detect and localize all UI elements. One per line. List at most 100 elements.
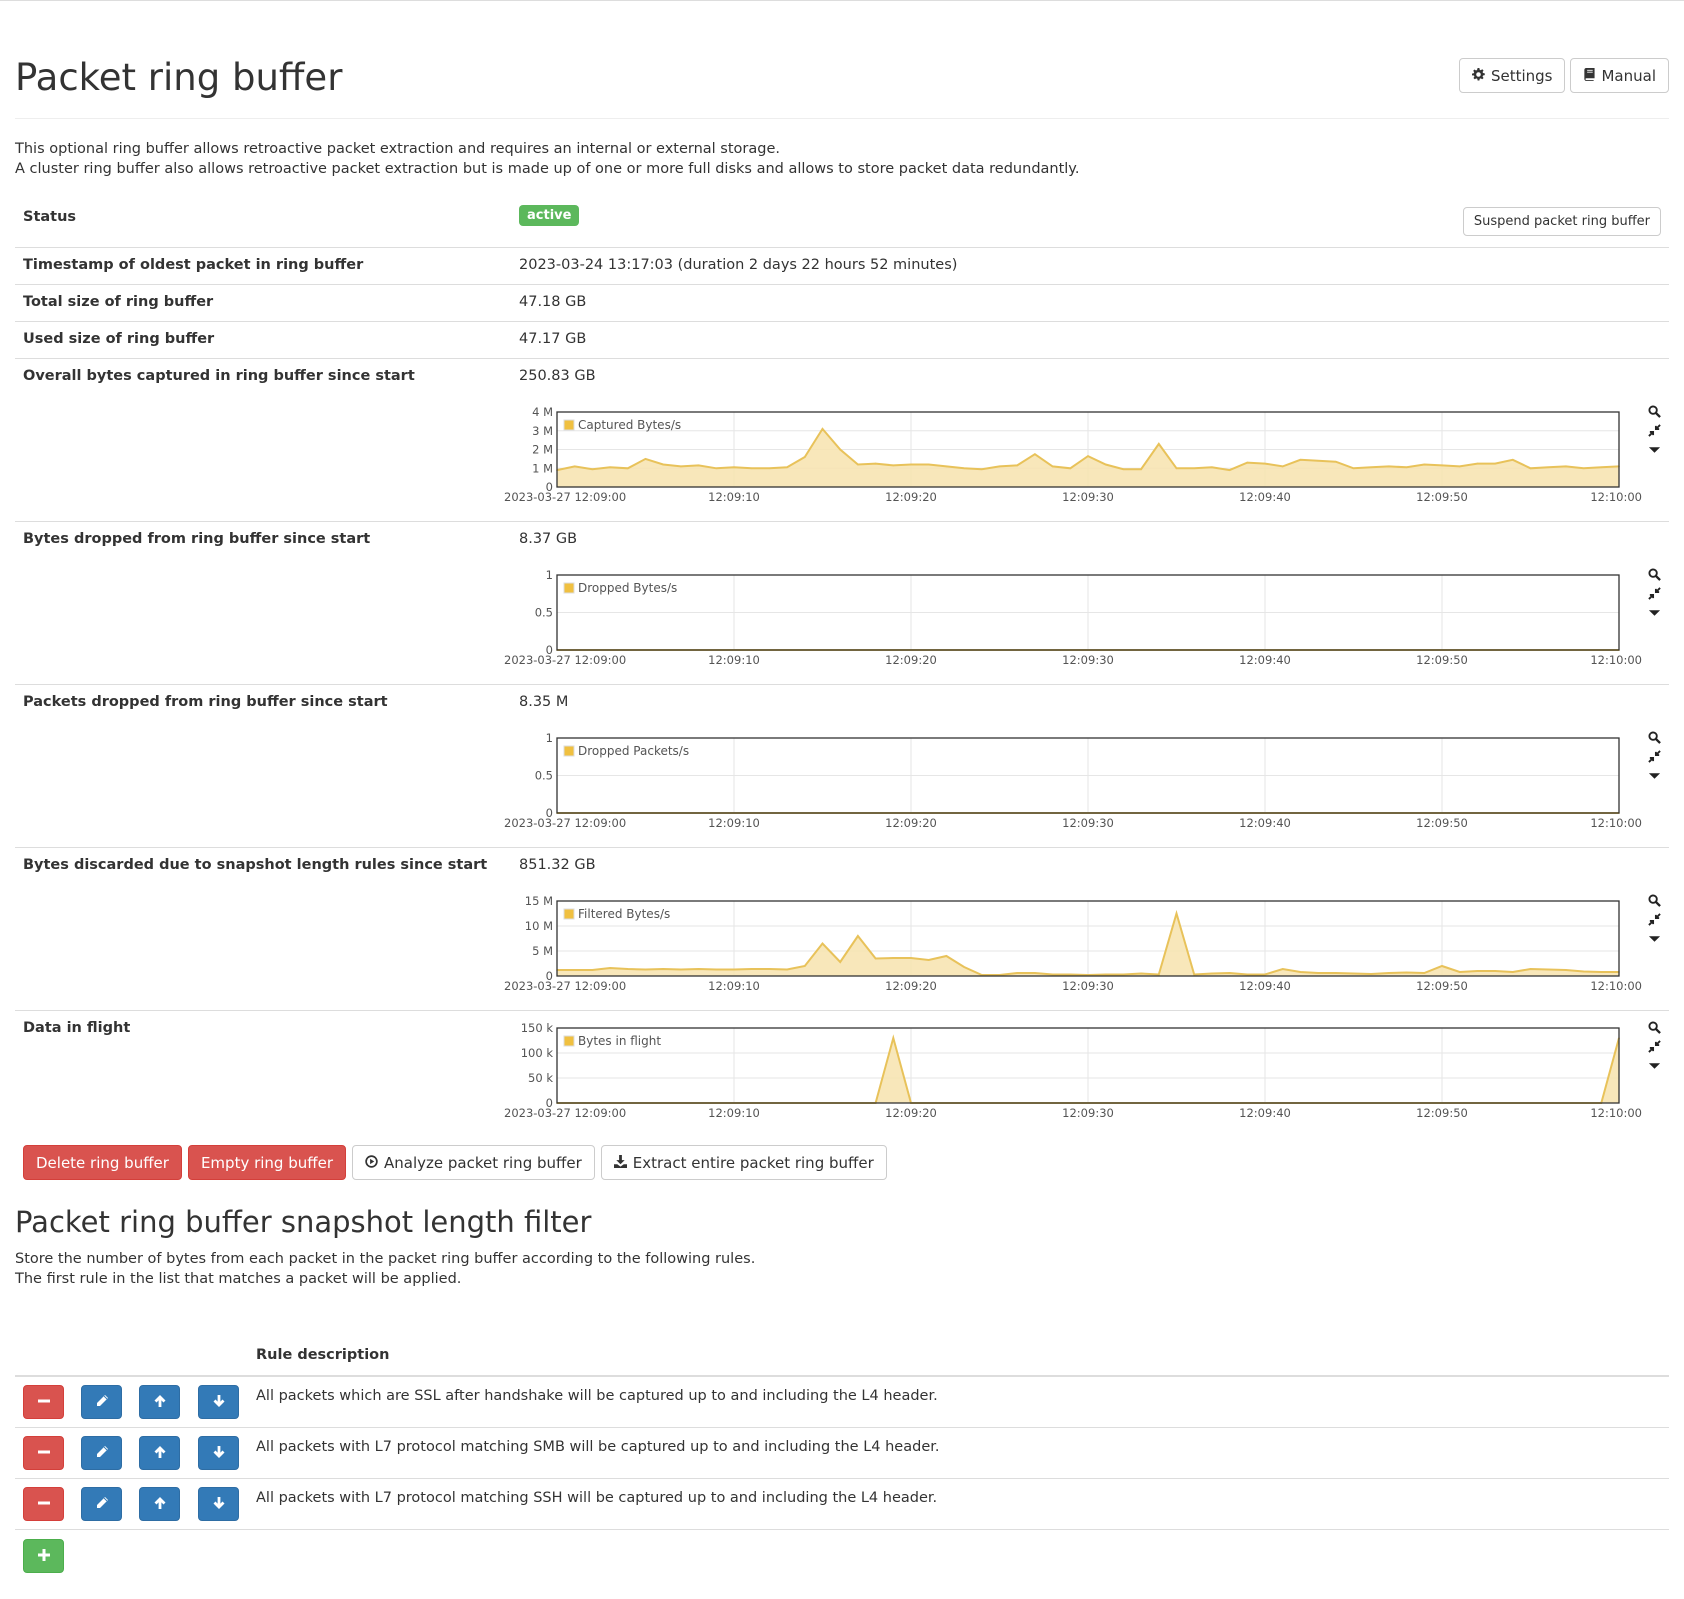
edit-rule-button[interactable] xyxy=(81,1385,122,1419)
reset-zoom-icon[interactable] xyxy=(1645,421,1663,440)
data-point xyxy=(1565,465,1567,468)
zoom-icon[interactable] xyxy=(1645,565,1663,584)
data-point xyxy=(627,968,629,970)
x-tick-label: 2023-03-27 12:09:00 xyxy=(504,1106,626,1120)
x-tick-label: 12:09:40 xyxy=(1239,1106,1291,1120)
caret-down-icon[interactable] xyxy=(1645,766,1663,785)
data-point xyxy=(1158,443,1160,445)
x-tick-label: 12:09:30 xyxy=(1062,490,1114,504)
data-point xyxy=(1122,973,1125,976)
move-rule-up-button[interactable] xyxy=(139,1487,180,1521)
y-tick-label: 15 M xyxy=(525,894,553,908)
zoom-icon[interactable] xyxy=(1645,891,1663,910)
data-point xyxy=(1211,466,1213,469)
caret-down-icon[interactable] xyxy=(1645,1056,1663,1075)
series-area xyxy=(557,913,1619,976)
arrow-down-icon xyxy=(212,1495,226,1514)
x-tick-label: 12:09:40 xyxy=(1239,816,1291,830)
x-tick-label: 2023-03-27 12:09:00 xyxy=(504,490,626,504)
data-point xyxy=(768,467,771,470)
status-label: Status xyxy=(23,209,77,225)
caret-down-icon[interactable] xyxy=(1645,603,1663,622)
intro-description: This optional ring buffer allows retroac… xyxy=(15,139,1079,179)
data-point xyxy=(1441,965,1443,967)
x-tick-label: 12:09:30 xyxy=(1062,979,1114,993)
book-icon xyxy=(1583,67,1596,85)
data-point xyxy=(1034,972,1036,974)
reset-zoom-icon[interactable] xyxy=(1645,747,1663,766)
plot-frame xyxy=(556,411,1620,488)
suspend-button[interactable]: Suspend packet ring buffer xyxy=(1462,207,1661,236)
x-tick-label: 12:09:10 xyxy=(708,816,760,830)
data-point xyxy=(892,957,895,959)
data-point xyxy=(1299,459,1302,461)
data-point xyxy=(1547,968,1549,971)
data-point xyxy=(1104,973,1107,976)
x-tick-label: 12:09:40 xyxy=(1239,653,1291,667)
move-rule-down-button[interactable] xyxy=(198,1487,239,1521)
move-rule-down-button[interactable] xyxy=(198,1436,239,1470)
arrow-up-icon xyxy=(153,1393,167,1412)
legend-swatch xyxy=(563,582,575,594)
captured-label: Overall bytes captured in ring buffer si… xyxy=(23,368,415,384)
empty-ring-buffer-button[interactable]: Empty ring buffer xyxy=(187,1145,346,1180)
intro-line: A cluster ring buffer also allows retroa… xyxy=(15,161,1080,177)
x-tick-label: 12:09:50 xyxy=(1416,490,1468,504)
zoom-icon[interactable] xyxy=(1645,1018,1663,1037)
data-point xyxy=(662,968,664,970)
remove-rule-button[interactable] xyxy=(23,1436,64,1470)
move-rule-up-button[interactable] xyxy=(139,1436,180,1470)
reset-zoom-icon[interactable] xyxy=(1645,1037,1663,1056)
data-point xyxy=(644,458,647,460)
reset-zoom-icon[interactable] xyxy=(1645,910,1663,929)
data-point xyxy=(786,968,788,971)
data-point xyxy=(1441,464,1443,467)
zoom-icon[interactable] xyxy=(1645,728,1663,747)
data-point xyxy=(1193,973,1195,976)
data-point xyxy=(1016,972,1018,974)
data-point xyxy=(910,957,912,959)
data-point xyxy=(821,942,824,945)
edit-rule-button[interactable] xyxy=(81,1436,122,1470)
data-point xyxy=(874,957,877,960)
data-point xyxy=(1193,467,1195,470)
used-value: 47.17 GB xyxy=(519,331,587,347)
data-point xyxy=(1388,972,1390,974)
rule-header-divider xyxy=(15,1375,1669,1377)
extract-ring-buffer-button[interactable]: Extract entire packet ring buffer xyxy=(600,1145,887,1180)
analyze-ring-buffer-button[interactable]: Analyze packet ring buffer xyxy=(351,1145,595,1180)
delete-ring-buffer-button[interactable]: Delete ring buffer xyxy=(23,1145,182,1180)
reset-zoom-icon[interactable] xyxy=(1645,584,1663,603)
add-rule-button[interactable] xyxy=(23,1539,64,1573)
legend-swatch xyxy=(563,1035,575,1047)
arrow-down-icon xyxy=(212,1444,226,1463)
caret-down-icon[interactable] xyxy=(1645,440,1663,459)
snapshot-title: Packet ring buffer snapshot length filte… xyxy=(15,1205,592,1239)
y-tick-label: 0 xyxy=(546,969,553,983)
settings-button[interactable]: Settings xyxy=(1458,58,1566,93)
data-point xyxy=(573,465,576,468)
inflight-row: Data in flight xyxy=(15,1010,1669,1134)
data-point xyxy=(1565,969,1567,971)
manual-button[interactable]: Manual xyxy=(1570,58,1669,93)
x-tick-label: 12:09:10 xyxy=(708,653,760,667)
captured-chart: 0 1 M 2 M 3 M 4 M 2023-03-27 12:09:00 12:09:10… xyxy=(504,405,1642,504)
data-point xyxy=(715,968,718,971)
move-rule-down-button[interactable] xyxy=(198,1385,239,1419)
y-tick-label: 150 k xyxy=(521,1021,554,1035)
snapshot-line: Store the number of bytes from each pack… xyxy=(15,1251,756,1267)
data-point xyxy=(1476,970,1479,972)
data-point xyxy=(874,462,877,465)
x-tick-label: 12:10:00 xyxy=(1590,1106,1642,1120)
edit-rule-button[interactable] xyxy=(81,1487,122,1521)
caret-down-icon[interactable] xyxy=(1645,929,1663,948)
zoom-icon[interactable] xyxy=(1645,402,1663,421)
remove-rule-button[interactable] xyxy=(23,1385,64,1419)
plot-frame xyxy=(556,900,1620,977)
remove-rule-button[interactable] xyxy=(23,1487,64,1521)
move-rule-up-button[interactable] xyxy=(139,1385,180,1419)
data-point xyxy=(945,955,948,957)
data-point xyxy=(1122,468,1125,470)
data-point xyxy=(1600,971,1603,973)
data-point xyxy=(1317,460,1319,462)
